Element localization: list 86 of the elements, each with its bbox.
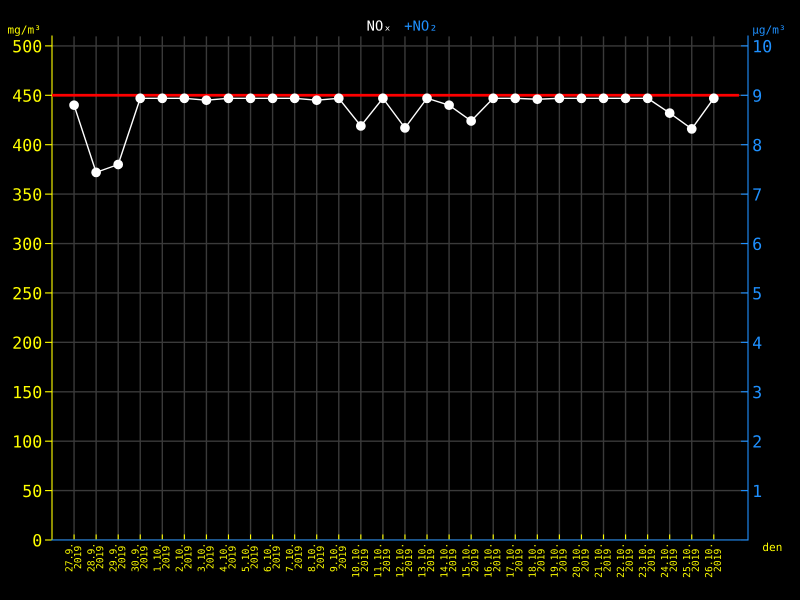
y-tick-label: 50 bbox=[23, 484, 42, 498]
x-tick-label: 14.10. 2019 bbox=[440, 545, 456, 577]
y2-tick-label: 6 bbox=[753, 238, 762, 250]
point bbox=[444, 100, 454, 110]
point bbox=[576, 93, 586, 104]
y-tick-label: 0 bbox=[33, 534, 42, 547]
x-tick-label: 30.9. 2019 bbox=[131, 545, 148, 572]
y-tick-label: 200 bbox=[13, 336, 42, 349]
y2-tick-label: 9 bbox=[753, 89, 762, 102]
y-tick-label: 100 bbox=[14, 435, 42, 448]
x-tick-label: 28.9. 2019 bbox=[87, 545, 104, 572]
x-tick-label: 8.10. 2019 bbox=[308, 545, 324, 572]
x-tick-label: 17.10. 2019 bbox=[506, 545, 522, 577]
point bbox=[642, 93, 652, 104]
y-tick-label: 350 bbox=[13, 188, 42, 201]
x-tick-label: 27.9. 2019 bbox=[65, 545, 82, 572]
text: NOₓ bbox=[368, 20, 390, 31]
y-tick-label: 250 bbox=[13, 286, 42, 300]
y2-tick-label: 8 bbox=[753, 138, 762, 152]
point bbox=[686, 124, 697, 134]
point bbox=[246, 93, 256, 104]
y2-tick-label: 5 bbox=[753, 287, 761, 300]
x-tick-label: 1.10. 2019 bbox=[153, 545, 170, 571]
x-tick-label: 2.10. 2019 bbox=[175, 545, 192, 572]
x-tick-label: 20.10. 2019 bbox=[572, 545, 589, 578]
x-tick-label: 22.10. 2019 bbox=[616, 545, 633, 578]
point bbox=[598, 93, 608, 104]
point bbox=[312, 95, 322, 106]
point bbox=[664, 108, 675, 118]
point bbox=[488, 93, 498, 104]
point bbox=[466, 116, 476, 126]
point bbox=[202, 95, 212, 106]
point bbox=[554, 93, 564, 104]
x-tick-label: 19.10. 2019 bbox=[550, 545, 567, 577]
y-tick-label: 400 bbox=[13, 138, 42, 152]
point bbox=[113, 160, 124, 170]
x-tick-label: 11.10. 2019 bbox=[374, 545, 390, 577]
x-tick-label: 3.10. 2019 bbox=[198, 545, 214, 572]
y-tick-label: 300 bbox=[13, 238, 42, 250]
y2-tick-label: 10 bbox=[754, 40, 772, 52]
x-axis-title: den bbox=[762, 542, 782, 552]
legend-label: +NO₂ bbox=[404, 20, 436, 31]
x-tick-label: 25.10. 2019 bbox=[682, 545, 699, 578]
point bbox=[510, 93, 520, 104]
point bbox=[69, 100, 79, 110]
point bbox=[400, 123, 410, 133]
point bbox=[180, 93, 190, 104]
x-tick-label: 5.10. 2019 bbox=[242, 545, 258, 572]
point bbox=[224, 93, 234, 104]
point bbox=[157, 93, 168, 104]
y2-tick-label: 4 bbox=[752, 336, 762, 349]
x-tick-label: 4.10. 2019 bbox=[220, 545, 236, 572]
point bbox=[268, 93, 278, 104]
x-tick-label: 12.10. 2019 bbox=[396, 545, 412, 577]
x-tick-label: 15.10. 2019 bbox=[462, 545, 478, 577]
x-tick-label: 21.10. 2019 bbox=[594, 545, 611, 578]
y2-tick-label: 7 bbox=[753, 188, 761, 200]
x-tick-label: 10.10. 2019 bbox=[352, 545, 368, 577]
x-tick-label: 18.10. 2019 bbox=[528, 545, 545, 577]
point bbox=[532, 94, 542, 104]
x-tick-label: 16.10. 2019 bbox=[484, 545, 500, 577]
point bbox=[422, 93, 432, 104]
y-tick-label: 450 bbox=[13, 89, 42, 102]
x-tick-label: 23.10. 2019 bbox=[638, 545, 655, 578]
point bbox=[356, 121, 366, 131]
y-axis-title: mg/m³ bbox=[8, 25, 40, 36]
point bbox=[290, 93, 300, 104]
y2-axis-title: µg/m³ bbox=[753, 25, 784, 36]
y2-tick-label: 1 bbox=[754, 484, 762, 497]
point bbox=[620, 93, 630, 104]
point bbox=[378, 93, 388, 104]
x-tick-label: 7.10. 2019 bbox=[286, 545, 302, 572]
y2-tick-label: 3 bbox=[753, 386, 761, 398]
point bbox=[334, 93, 344, 104]
point bbox=[91, 168, 101, 178]
x-tick-label: 6.10. 2019 bbox=[264, 545, 280, 572]
y-tick-label: 500 bbox=[13, 40, 42, 52]
x-tick-label: 13.10. 2019 bbox=[418, 545, 434, 577]
x-tick-label: 24.10. 2019 bbox=[660, 545, 677, 578]
x-tick-label: 9.10. 2019 bbox=[330, 545, 346, 572]
x-tick-label: 26.10. 2019 bbox=[704, 545, 722, 578]
y2-tick-label: 2 bbox=[753, 435, 761, 448]
x-tick-label: 29.9. 2019 bbox=[109, 545, 126, 572]
point bbox=[708, 93, 719, 104]
point bbox=[135, 93, 146, 104]
y-tick-label: 150 bbox=[14, 386, 42, 398]
